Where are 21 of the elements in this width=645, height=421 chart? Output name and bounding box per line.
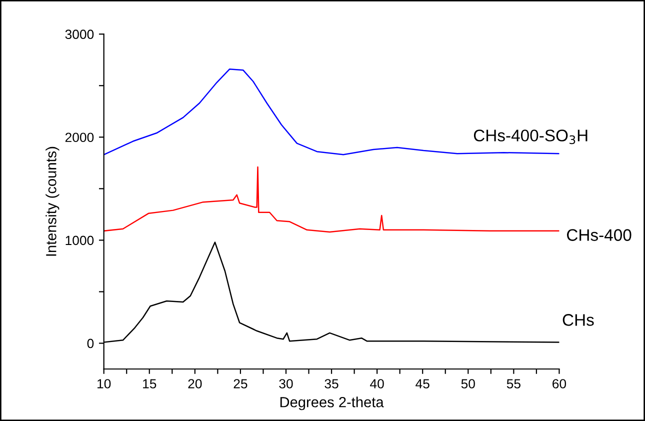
y-tick-label: 2000 [65, 132, 94, 142]
x-tick-label: 10 [98, 379, 111, 388]
x-tick-label: 20 [188, 379, 202, 388]
x-tick-label: 60 [552, 379, 566, 388]
y-tick-label: 1000 [66, 236, 94, 246]
line-series [104, 166, 560, 233]
x-axis-title: Degrees 2-theta [280, 396, 384, 410]
x-tick-label: 40 [370, 379, 384, 388]
y-tick-label: 0 [87, 338, 94, 348]
series-label: CHs-400-SO$_{3}$H [474, 130, 588, 144]
x-tick-label: 15 [143, 379, 156, 388]
x-tick-label: 50 [461, 379, 475, 388]
x-tick-label: 35 [324, 379, 338, 388]
x-tick-label: 55 [506, 379, 520, 388]
y-tick-label: 3000 [65, 30, 94, 40]
series-label: CHs-400 [567, 229, 632, 241]
y-axis-title: Intensity (counts) [46, 146, 60, 256]
x-tick-label: 25 [234, 379, 248, 388]
x-tick-label: 30 [279, 379, 293, 388]
series-label: CHs [562, 314, 594, 326]
x-tick-label: 45 [416, 379, 430, 388]
